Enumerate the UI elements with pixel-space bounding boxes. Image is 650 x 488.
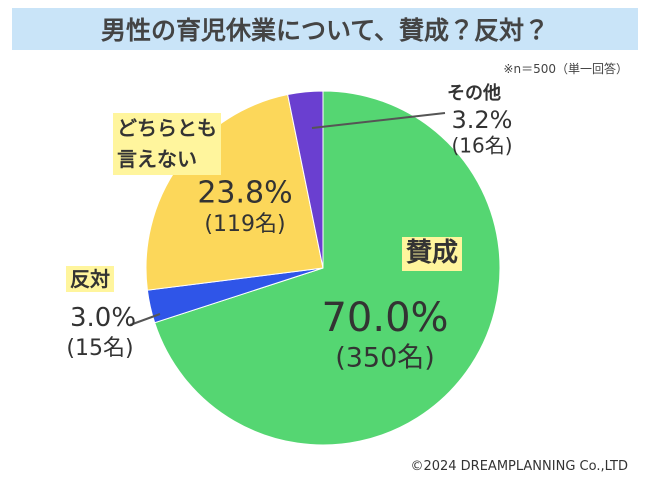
category-label: 反対 <box>66 266 114 292</box>
note: ※n＝500（単一回答） <box>503 62 628 76</box>
leader-line <box>311 112 446 129</box>
chart-title: 男性の育児休業について、賛成？反対？ <box>12 8 638 50</box>
count-label: (119名) <box>204 212 286 237</box>
pie-slice <box>154 90 501 446</box>
credit: ©2024 DREAMPLANNING Co.,LTD <box>410 459 628 474</box>
count-label: (16名) <box>451 133 513 158</box>
count-label: (350名) <box>335 342 435 374</box>
value-label: 70.0% <box>321 295 449 341</box>
value-label: 3.2% <box>451 106 513 134</box>
leader-line <box>129 313 161 326</box>
pie-slice <box>287 90 324 269</box>
category-label: 賛成 <box>402 237 463 271</box>
count-label: (15名) <box>66 336 134 361</box>
value-label: 23.8% <box>197 175 293 211</box>
category-label: どちらとも 言えない <box>113 113 221 175</box>
category-label: その他 <box>447 83 501 104</box>
value-label: 3.0% <box>69 303 137 333</box>
